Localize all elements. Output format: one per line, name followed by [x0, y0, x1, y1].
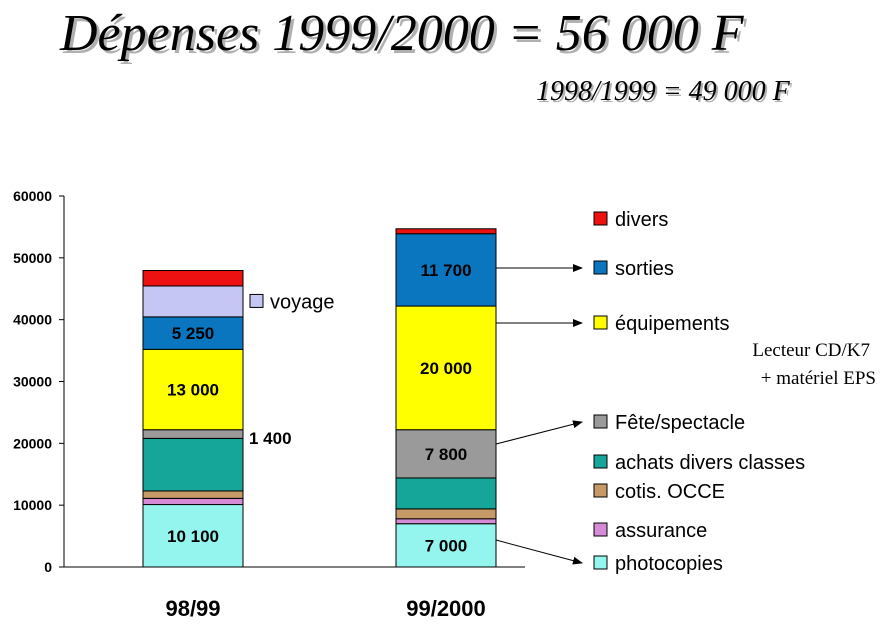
legend-label-assurance: assurance: [615, 520, 707, 542]
data-label: 7 800: [425, 445, 468, 464]
annotation-fete-value: 1 400: [249, 429, 292, 448]
legend-swatch-divers: [593, 211, 608, 226]
annotation-voyage: voyage: [270, 291, 335, 313]
note-line-1: Lecteur CD/K7: [752, 340, 870, 361]
y-tick-label: 30000: [13, 374, 52, 390]
x-tick-label: 99/2000: [406, 596, 486, 621]
legend-swatch-achats-divers-classes: [593, 454, 608, 469]
legend-swatch-equipements: [593, 315, 608, 330]
bar-segment-achats-divers-classes-99-2000: [395, 477, 497, 510]
legend-swatch-photocopies: [593, 555, 608, 570]
legend-label-achats-divers-classes: achats divers classes: [615, 452, 805, 474]
chart-title: Dépenses 1999/2000 = 56 000 F: [60, 5, 744, 62]
y-axis: 0 10000 20000 30000 40000 50000 60000: [13, 188, 525, 575]
data-label: 10 100: [167, 527, 219, 546]
arrow-to-fete-spectacle: [495, 420, 583, 445]
bar-segment-cotis-occe-99-2000: [395, 508, 497, 520]
data-labels: 10 100 13 000 5 250 7 000 7 800 20 000 11 700 1…: [167, 261, 472, 555]
legend-label-fete-spectacle: Fête/spectacle: [615, 412, 745, 434]
bar-segment-cotis-occe-98-99: [142, 490, 244, 499]
data-label: 11 700: [420, 261, 471, 280]
bar-segment-sorties-98-99: [142, 316, 244, 350]
data-label: 5 250: [172, 324, 215, 343]
bar-segment-equipements-99-2000: [395, 305, 497, 431]
legend-swatch-assurance: [593, 522, 608, 537]
legend-label-cotis-occe: cotis. OCCE: [615, 481, 725, 503]
note-line-2: + matériel EPS: [761, 368, 876, 389]
legend-label-divers: divers: [615, 209, 668, 231]
bar-segment-divers-99-2000: [395, 228, 497, 235]
y-tick-label: 60000: [13, 188, 52, 204]
equipment-note: Lecteur CD/K7 + matériel EPS: [752, 340, 876, 389]
bar-segment-assurance-98-99: [142, 497, 244, 506]
bar-segment-assurance-99-2000: [395, 518, 497, 525]
legend-label-photocopies: photocopies: [615, 553, 723, 575]
y-tick-label: 10000: [13, 497, 52, 513]
bar-segment-equipements-98-99: [142, 348, 244, 431]
legend-swatch-fete-spectacle: [593, 414, 608, 429]
chart-subtitle: 1998/1999 = 49 000 F: [536, 76, 790, 107]
y-tick-label: 0: [44, 559, 52, 575]
legend-arrows: [495, 264, 583, 565]
legend: photocopies assurance cotis. OCCE achats di…: [593, 209, 805, 575]
bars: [142, 228, 497, 568]
legend-swatch-sorties: [593, 260, 608, 275]
data-label: 7 000: [425, 536, 468, 555]
y-tick-label: 20000: [13, 435, 52, 451]
legend-label-equipements: équipements: [615, 313, 730, 335]
arrow-to-photocopies: [495, 539, 583, 565]
bar-segment-achats-divers-classes-98-99: [142, 437, 244, 492]
bar-segment-sorties-99-2000: [395, 233, 497, 307]
voyage-swatch: [249, 293, 264, 308]
legend-swatch-cotis-occe: [593, 483, 608, 498]
y-tick-label: 50000: [13, 250, 52, 266]
bar-segment-divers-98-99: [142, 270, 244, 287]
bar-segment-fete-spectacle-98-99: [142, 429, 244, 439]
x-tick-label: 98/99: [165, 596, 220, 621]
bar-segment-photocopies-98-99: [142, 504, 244, 568]
bar-segment-voyage-98-99: [142, 285, 244, 318]
y-tick-label: 40000: [13, 312, 52, 328]
data-label: 20 000: [420, 359, 472, 378]
bar-segment-fete-spectacle-99-2000: [395, 429, 497, 479]
legend-label-sorties: sorties: [615, 258, 674, 280]
bar-segment-photocopies-99-2000: [395, 523, 497, 568]
x-axis-tick-labels: 98/99 99/2000: [165, 596, 485, 621]
data-label: 13 000: [167, 381, 219, 400]
